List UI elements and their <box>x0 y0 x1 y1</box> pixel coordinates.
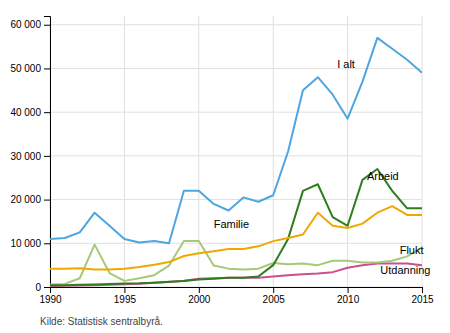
grid-line <box>50 24 422 25</box>
tick: 2010 <box>337 287 360 305</box>
tick-label: 1995 <box>114 294 137 305</box>
grid-line <box>273 16 274 287</box>
tick: 1990 <box>39 287 62 305</box>
tick-mark <box>273 287 274 293</box>
tick: 2000 <box>188 287 211 305</box>
axis-line <box>51 288 423 294</box>
tick: 60 000 <box>10 19 50 30</box>
tick: 2015 <box>411 287 434 305</box>
tick: 10 000 <box>10 238 50 249</box>
tick: 20 000 <box>10 194 50 205</box>
series-line <box>50 206 422 269</box>
tick-mark <box>44 68 50 69</box>
grid-line <box>50 199 422 200</box>
chart: 1990 1995 2000 2005 2010 2015 0 10 000 20 000 30 … <box>0 0 450 333</box>
tick-label: 40 000 <box>10 107 41 118</box>
tick-label: 1990 <box>39 294 62 305</box>
annotations: I alt Familie Arbeid Flukt Utdanning <box>214 58 431 275</box>
tick-mark <box>44 112 50 113</box>
tick-mark <box>44 287 50 288</box>
grid-line <box>50 243 422 244</box>
tick: 0 <box>35 282 50 293</box>
tick-mark <box>44 25 50 26</box>
tick-label: 2010 <box>337 294 360 305</box>
tick: 2005 <box>263 287 286 305</box>
series-line <box>50 38 422 243</box>
grid-line <box>347 16 348 287</box>
tick-mark <box>348 287 349 293</box>
tick: 40 000 <box>10 107 50 118</box>
tick: 30 000 <box>10 151 50 162</box>
source: Kilde: Statistisk sentralbyrå. <box>40 316 163 327</box>
grid-line <box>50 112 422 113</box>
series-line <box>50 169 422 285</box>
tick-mark <box>124 287 125 293</box>
tick: 1995 <box>114 287 137 305</box>
plot-area: 1990 1995 2000 2005 2010 2015 0 10 000 20 000 30 … <box>10 16 434 305</box>
tick-mark <box>422 287 423 293</box>
y-axis: 0 10 000 20 000 30 000 40 000 50 000 60 000 <box>10 17 50 293</box>
grid-line <box>198 16 199 287</box>
x-axis: 1990 1995 2000 2005 2010 2015 <box>39 287 434 305</box>
tick-label: 2000 <box>188 294 211 305</box>
grid-line <box>50 155 422 156</box>
tick-mark <box>44 156 50 157</box>
tick: 50 000 <box>10 63 50 74</box>
tick-mark <box>44 243 50 244</box>
tick-label: 2005 <box>263 294 286 305</box>
tick-label: 50 000 <box>10 63 41 74</box>
tick-label: 20 000 <box>10 194 41 205</box>
tick-label: 60 000 <box>10 19 41 30</box>
annotation: Utdanning <box>380 264 430 276</box>
lines <box>50 38 422 286</box>
grid-line <box>124 16 125 287</box>
annotation: Arbeid <box>367 170 399 182</box>
annotation: Familie <box>214 218 249 230</box>
annotation: I alt <box>337 58 355 70</box>
tick-mark <box>44 200 50 201</box>
tick-label: 0 <box>35 282 41 293</box>
tick-label: 30 000 <box>10 151 41 162</box>
annotation: Flukt <box>400 244 424 256</box>
axis-line <box>44 17 51 288</box>
tick-label: 10 000 <box>10 238 41 249</box>
tick-mark <box>199 287 200 293</box>
tick-label: 2015 <box>411 294 434 305</box>
grid <box>50 16 422 287</box>
